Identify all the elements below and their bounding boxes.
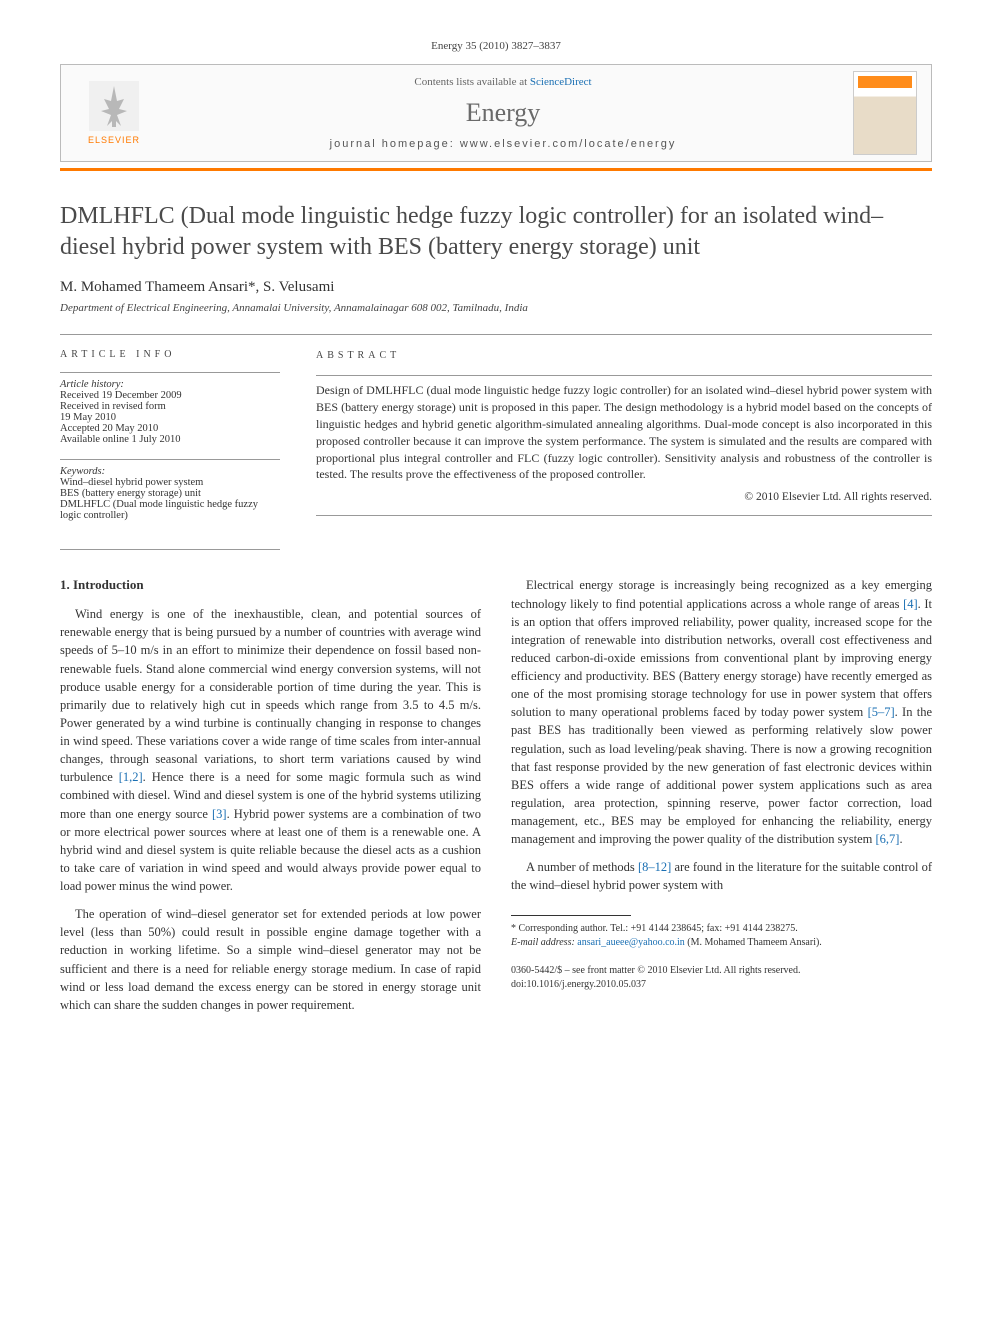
abstract-text: Design of DMLHFLC (dual mode linguistic … [316, 382, 932, 483]
corresponding-author: * Corresponding author. Tel.: +91 4144 2… [511, 922, 932, 936]
section-number: 1. [60, 577, 70, 592]
citation-link[interactable]: [6,7] [876, 832, 900, 846]
article-info-column: ARTICLE INFO Article history: Received 1… [60, 349, 280, 535]
divider [316, 515, 932, 516]
elsevier-tree-icon [89, 81, 139, 131]
doi-line: doi:10.1016/j.energy.2010.05.037 [511, 978, 932, 992]
divider [60, 549, 280, 550]
body-two-column: 1. Introduction Wind energy is one of th… [60, 576, 932, 1014]
body-text: A number of methods [526, 860, 638, 874]
section-heading: 1. Introduction [60, 576, 481, 595]
body-text: . In the past BES has traditionally been… [511, 705, 932, 846]
article-history-head: Article history: [60, 379, 280, 390]
journal-header-box: ELSEVIER Contents lists available at Sci… [60, 64, 932, 162]
contents-prefix: Contents lists available at [414, 76, 529, 88]
body-text: Electrical energy storage is increasingl… [511, 578, 932, 610]
keyword-line: DMLHFLC (Dual mode linguistic hedge fuzz… [60, 499, 280, 521]
body-paragraph: Wind energy is one of the inexhaustible,… [60, 605, 481, 895]
divider [60, 459, 280, 460]
article-title: DMLHFLC (Dual mode linguistic hedge fuzz… [60, 201, 932, 263]
body-paragraph: The operation of wind–diesel generator s… [60, 905, 481, 1014]
article-info-head: ARTICLE INFO [60, 349, 280, 360]
article-history-block: Article history: Received 19 December 20… [60, 379, 280, 445]
abstract-column: ABSTRACT Design of DMLHFLC (dual mode li… [316, 349, 932, 535]
body-text: . [899, 832, 902, 846]
keywords-block: Keywords: Wind–diesel hybrid power syste… [60, 466, 280, 521]
footnote-rule [511, 915, 631, 916]
sciencedirect-link[interactable]: ScienceDirect [530, 76, 592, 88]
homepage-url[interactable]: www.elsevier.com/locate/energy [460, 138, 677, 150]
body-text: The operation of wind–diesel generator s… [60, 907, 481, 1012]
body-text: . It is an option that offers improved r… [511, 597, 932, 720]
publisher-logo-block: ELSEVIER [61, 65, 167, 161]
abstract-head: ABSTRACT [316, 349, 932, 363]
body-paragraph: A number of methods [8–12] are found in … [511, 858, 932, 894]
journal-homepage-line: journal homepage: www.elsevier.com/locat… [177, 138, 829, 150]
contents-lists-line: Contents lists available at ScienceDirec… [177, 76, 829, 88]
section-title: Introduction [73, 577, 144, 592]
affiliation-line: Department of Electrical Engineering, An… [60, 302, 932, 314]
citation-link[interactable]: [8–12] [638, 860, 671, 874]
abstract-copyright: © 2010 Elsevier Ltd. All rights reserved… [316, 489, 932, 505]
history-line: Accepted 20 May 2010 [60, 423, 280, 434]
body-text: Wind energy is one of the inexhaustible,… [60, 607, 481, 784]
keywords-head: Keywords: [60, 466, 280, 477]
orange-divider [60, 168, 932, 171]
email-label: E-mail address: [511, 937, 577, 948]
citation-link[interactable]: [4] [903, 597, 918, 611]
divider [60, 372, 280, 373]
email-line: E-mail address: ansari_aueee@yahoo.co.in… [511, 936, 932, 950]
authors-line: M. Mohamed Thameem Ansari*, S. Velusami [60, 279, 932, 296]
email-link[interactable]: ansari_aueee@yahoo.co.in [577, 937, 685, 948]
history-line: 19 May 2010 [60, 412, 280, 423]
journal-name: Energy [177, 98, 829, 128]
journal-cover-thumb [853, 71, 917, 155]
history-line: Received 19 December 2009 [60, 390, 280, 401]
body-paragraph: Electrical energy storage is increasingl… [511, 576, 932, 848]
email-name: (M. Mohamed Thameem Ansari). [685, 937, 822, 948]
history-line: Available online 1 July 2010 [60, 434, 280, 445]
keyword-line: BES (battery energy storage) unit [60, 488, 280, 499]
history-line: Received in revised form [60, 401, 280, 412]
divider [60, 334, 932, 335]
doi-block: 0360-5442/$ – see front matter © 2010 El… [511, 964, 932, 992]
keyword-line: Wind–diesel hybrid power system [60, 477, 280, 488]
homepage-label: journal homepage: [330, 138, 460, 150]
publisher-label: ELSEVIER [88, 135, 140, 145]
divider [316, 375, 932, 376]
journal-cover-block [839, 65, 931, 161]
citation-link[interactable]: [3] [212, 807, 227, 821]
info-abstract-row: ARTICLE INFO Article history: Received 1… [60, 349, 932, 535]
citation-link[interactable]: [1,2] [119, 770, 143, 784]
citation-link[interactable]: [5–7] [868, 705, 895, 719]
front-matter-line: 0360-5442/$ – see front matter © 2010 El… [511, 964, 932, 978]
header-citation: Energy 35 (2010) 3827–3837 [60, 40, 932, 52]
journal-center: Contents lists available at ScienceDirec… [167, 65, 839, 161]
footnotes-block: * Corresponding author. Tel.: +91 4144 2… [511, 922, 932, 950]
